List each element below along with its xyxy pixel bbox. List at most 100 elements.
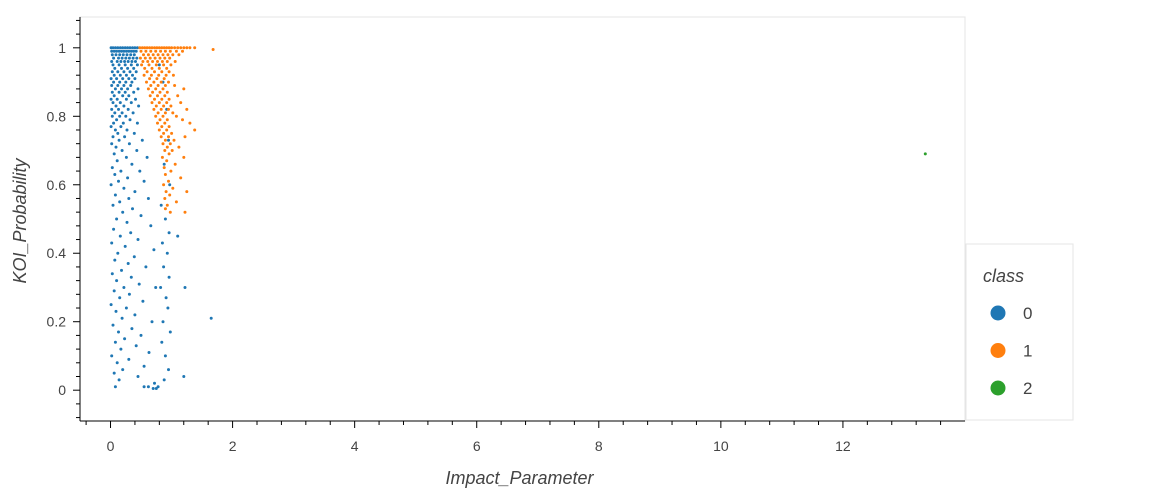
data-point-class-1 bbox=[149, 73, 153, 77]
data-point-class-1 bbox=[185, 107, 189, 111]
data-point-class-0 bbox=[121, 121, 125, 125]
data-point-class-0 bbox=[126, 46, 130, 50]
x-tick-label: 2 bbox=[229, 438, 237, 454]
x-axis-title: Impact_Parameter bbox=[445, 468, 594, 488]
data-point-class-0 bbox=[113, 46, 117, 50]
data-point-class-0 bbox=[162, 265, 166, 269]
data-point-class-1 bbox=[165, 60, 169, 63]
data-point-class-0 bbox=[116, 131, 120, 135]
data-point-class-0 bbox=[115, 60, 119, 63]
data-point-class-0 bbox=[209, 316, 213, 320]
data-point-class-1 bbox=[156, 84, 160, 87]
data-point-class-0 bbox=[121, 210, 125, 214]
legend-swatch-class-2 bbox=[990, 380, 1006, 396]
data-point-class-1 bbox=[153, 70, 156, 74]
data-point-class-0 bbox=[127, 197, 131, 200]
data-point-class-0 bbox=[182, 375, 186, 378]
data-point-class-0 bbox=[115, 77, 119, 81]
data-point-class-1 bbox=[157, 101, 161, 105]
data-point-class-1 bbox=[151, 90, 155, 94]
x-tick-label: 6 bbox=[473, 438, 481, 454]
data-point-class-0 bbox=[129, 101, 133, 105]
data-point-class-0 bbox=[117, 63, 121, 67]
data-point-class-0 bbox=[125, 220, 129, 224]
data-point-class-1 bbox=[167, 107, 170, 111]
data-point-class-1 bbox=[181, 49, 184, 53]
y-tick-label: 0.2 bbox=[47, 314, 67, 330]
data-point-class-0 bbox=[118, 80, 122, 84]
x-tick-label: 4 bbox=[351, 438, 359, 454]
data-point-class-1 bbox=[173, 60, 177, 63]
data-point-class-0 bbox=[136, 238, 140, 241]
data-point-class-0 bbox=[112, 152, 116, 156]
data-point-class-1 bbox=[169, 104, 173, 108]
data-point-class-0 bbox=[111, 46, 115, 50]
data-point-class-0 bbox=[114, 145, 118, 149]
data-point-class-0 bbox=[144, 265, 148, 269]
data-point-class-1 bbox=[154, 63, 158, 67]
data-point-class-0 bbox=[112, 121, 116, 125]
data-point-class-1 bbox=[161, 87, 165, 91]
data-point-class-0 bbox=[134, 49, 138, 53]
data-point-class-1 bbox=[148, 46, 152, 50]
data-point-class-0 bbox=[131, 56, 135, 60]
data-point-class-0 bbox=[138, 169, 142, 173]
data-point-class-0 bbox=[124, 80, 128, 84]
data-point-class-0 bbox=[150, 320, 154, 324]
data-point-class-0 bbox=[142, 385, 146, 389]
data-point-class-1 bbox=[158, 90, 162, 94]
data-point-class-0 bbox=[157, 63, 161, 67]
data-point-class-1 bbox=[143, 66, 147, 70]
data-point-class-0 bbox=[149, 224, 153, 228]
y-axis-title: KOI_Probability bbox=[10, 157, 30, 283]
data-point-class-0 bbox=[121, 368, 125, 372]
data-point-class-0 bbox=[127, 56, 131, 60]
data-point-class-1 bbox=[165, 101, 169, 105]
data-point-class-1 bbox=[188, 121, 192, 125]
data-point-class-0 bbox=[124, 56, 128, 60]
data-point-class-0 bbox=[110, 354, 114, 358]
data-point-class-1 bbox=[185, 190, 189, 194]
data-point-class-0 bbox=[127, 77, 131, 81]
data-point-class-0 bbox=[110, 142, 114, 146]
data-point-class-1 bbox=[143, 46, 147, 50]
data-point-class-0 bbox=[121, 94, 125, 98]
data-point-class-1 bbox=[172, 138, 176, 142]
data-point-class-0 bbox=[110, 272, 114, 276]
data-point-class-1 bbox=[165, 159, 169, 163]
data-point-class-1 bbox=[163, 207, 167, 211]
data-point-class-1 bbox=[165, 66, 169, 70]
data-point-class-0 bbox=[112, 289, 116, 293]
data-point-class-0 bbox=[130, 60, 134, 63]
legend-title: class bbox=[983, 266, 1024, 286]
data-point-class-1 bbox=[173, 46, 177, 50]
data-point-class-0 bbox=[135, 149, 139, 152]
data-point-class-1 bbox=[143, 56, 147, 60]
data-point-class-0 bbox=[123, 90, 127, 94]
data-point-class-0 bbox=[137, 282, 141, 286]
data-point-class-0 bbox=[152, 248, 156, 252]
data-point-class-0 bbox=[135, 56, 139, 60]
data-point-class-1 bbox=[171, 111, 175, 115]
data-point-class-0 bbox=[118, 53, 122, 57]
data-point-class-1 bbox=[160, 125, 164, 129]
data-point-class-1 bbox=[170, 46, 174, 50]
legend-box bbox=[965, 243, 1074, 421]
data-point-class-0 bbox=[120, 316, 124, 320]
data-point-class-1 bbox=[167, 179, 170, 183]
data-point-class-1 bbox=[165, 46, 169, 50]
data-point-class-1 bbox=[179, 46, 183, 50]
x-tick-label: 8 bbox=[595, 438, 603, 454]
data-point-class-0 bbox=[130, 327, 134, 331]
data-point-class-1 bbox=[145, 70, 149, 74]
data-point-class-0 bbox=[120, 49, 123, 53]
data-point-class-0 bbox=[120, 149, 124, 152]
y-tick-label: 0.4 bbox=[47, 245, 67, 261]
data-point-class-1 bbox=[165, 203, 169, 207]
data-point-class-1 bbox=[161, 142, 165, 146]
data-point-class-0 bbox=[151, 387, 155, 390]
data-point-class-0 bbox=[113, 87, 117, 91]
data-point-class-0 bbox=[126, 66, 130, 70]
data-point-class-1 bbox=[177, 145, 181, 149]
